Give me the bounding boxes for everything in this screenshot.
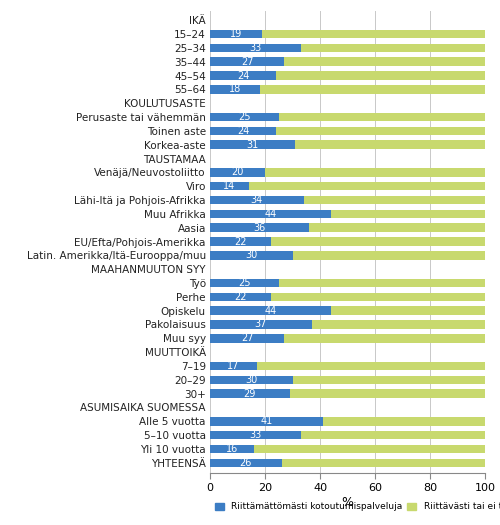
Bar: [210, 71, 276, 80]
Text: 27: 27: [241, 333, 254, 343]
Text: 20: 20: [232, 167, 243, 177]
Text: 26: 26: [240, 458, 252, 468]
Bar: [210, 113, 279, 121]
Bar: [257, 362, 485, 370]
Bar: [276, 127, 485, 135]
Bar: [312, 320, 485, 329]
Bar: [210, 417, 323, 426]
Bar: [292, 375, 485, 384]
Text: 22: 22: [234, 292, 246, 302]
Bar: [260, 85, 485, 93]
Bar: [210, 390, 290, 398]
Text: 33: 33: [249, 43, 262, 53]
Bar: [210, 431, 301, 439]
Text: 36: 36: [254, 223, 266, 233]
Text: 44: 44: [264, 209, 276, 219]
Bar: [270, 292, 485, 301]
Bar: [323, 417, 485, 426]
Text: 34: 34: [250, 195, 263, 205]
Text: 25: 25: [238, 112, 250, 122]
Bar: [210, 458, 282, 467]
Text: 22: 22: [234, 236, 246, 247]
Text: 24: 24: [237, 70, 249, 80]
Text: 30: 30: [245, 250, 258, 260]
Bar: [270, 237, 485, 246]
Text: 31: 31: [246, 140, 259, 150]
Bar: [210, 362, 257, 370]
Bar: [210, 85, 260, 93]
Bar: [210, 30, 262, 38]
Bar: [210, 57, 284, 66]
Bar: [331, 209, 485, 218]
Bar: [290, 390, 485, 398]
Bar: [210, 334, 284, 343]
Text: 27: 27: [241, 57, 254, 67]
Text: 41: 41: [260, 416, 272, 426]
Bar: [210, 279, 279, 287]
Bar: [210, 320, 312, 329]
Bar: [248, 182, 485, 191]
Bar: [210, 237, 270, 246]
Bar: [284, 334, 485, 343]
Text: 37: 37: [254, 320, 267, 330]
Bar: [262, 30, 485, 38]
Bar: [295, 140, 485, 149]
Bar: [210, 44, 301, 52]
Bar: [210, 251, 292, 260]
Bar: [210, 307, 331, 315]
Bar: [282, 458, 485, 467]
Text: 14: 14: [223, 181, 235, 191]
Bar: [304, 196, 485, 204]
Text: 33: 33: [249, 430, 262, 440]
Bar: [331, 307, 485, 315]
Bar: [276, 71, 485, 80]
Text: 24: 24: [237, 126, 249, 136]
Text: 19: 19: [230, 29, 242, 39]
Bar: [279, 279, 485, 287]
X-axis label: %: %: [342, 496, 353, 509]
Text: 25: 25: [238, 278, 250, 288]
Text: 17: 17: [227, 361, 239, 371]
Bar: [210, 292, 270, 301]
Bar: [279, 113, 485, 121]
Bar: [210, 375, 292, 384]
Bar: [210, 209, 331, 218]
Text: 29: 29: [244, 388, 256, 398]
Text: 18: 18: [228, 85, 241, 94]
Bar: [301, 44, 485, 52]
Legend: Riittämättömästi kotoutumispalveluja, Riittävästi tai ei tarvinnut kotoutumispal: Riittämättömästi kotoutumispalveluja, Ri…: [214, 502, 500, 511]
Bar: [301, 431, 485, 439]
Text: 44: 44: [264, 306, 276, 316]
Bar: [284, 57, 485, 66]
Bar: [210, 196, 304, 204]
Bar: [210, 223, 309, 232]
Bar: [309, 223, 485, 232]
Text: 30: 30: [245, 375, 258, 385]
Bar: [210, 445, 254, 453]
Bar: [254, 445, 485, 453]
Bar: [210, 127, 276, 135]
Bar: [265, 168, 485, 176]
Bar: [292, 251, 485, 260]
Bar: [210, 168, 265, 176]
Bar: [210, 182, 248, 191]
Bar: [210, 140, 295, 149]
Text: 16: 16: [226, 444, 238, 454]
